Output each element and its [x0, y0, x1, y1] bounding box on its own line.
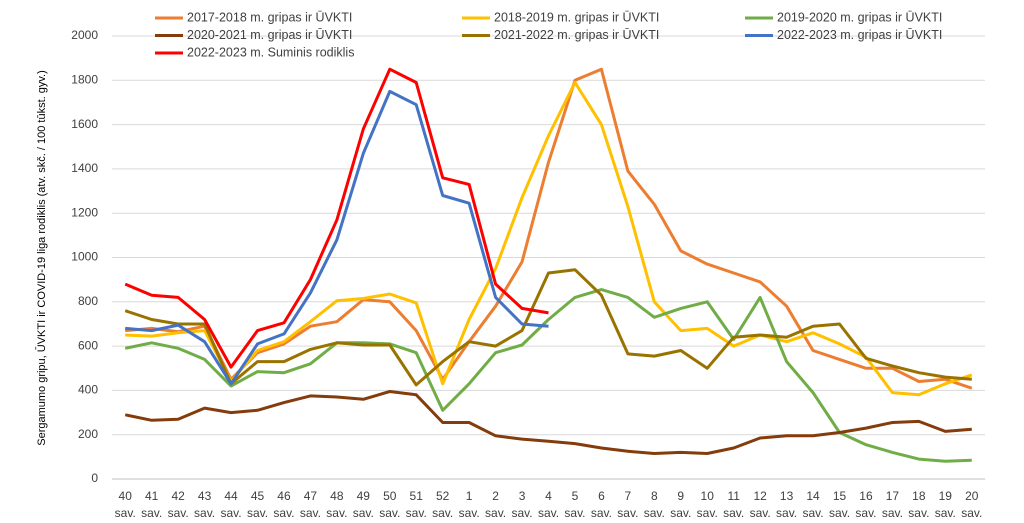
x-tick-label: 51 [410, 489, 424, 503]
x-tick-label: 2 [492, 489, 499, 503]
series-line [125, 67, 973, 390]
legend-label: 2017-2018 m. gripas ir ŪVKTI [187, 10, 352, 24]
legend-label: 2018-2019 m. gripas ir ŪVKTI [494, 10, 659, 24]
x-tick-label: sav. [750, 506, 771, 520]
x-tick-label: 49 [357, 489, 371, 503]
x-tick-label: 44 [224, 489, 238, 503]
x-tick-label: 52 [436, 489, 450, 503]
x-tick-label: sav. [168, 506, 189, 520]
x-tick-label: 16 [859, 489, 873, 503]
y-tick-label: 1200 [71, 205, 98, 219]
x-tick-label: 4 [545, 489, 552, 503]
x-tick-label: sav. [697, 506, 718, 520]
x-tick-label: sav. [723, 506, 744, 520]
series-line [125, 81, 973, 397]
legend-label: 2020-2021 m. gripas ir ŪVKTI [187, 28, 352, 42]
x-tick-label: 6 [598, 489, 605, 503]
x-tick-label: 47 [304, 489, 318, 503]
x-tick-label: sav. [326, 506, 347, 520]
x-tick-label: 7 [625, 489, 632, 503]
x-tick-label: sav. [194, 506, 215, 520]
legend-label: 2019-2020 m. gripas ir ŪVKTI [777, 10, 942, 24]
x-tick-label: sav. [882, 506, 903, 520]
y-tick-label: 0 [91, 471, 98, 485]
x-tick-label: 1 [466, 489, 473, 503]
y-tick-label: 600 [78, 338, 98, 352]
x-tick-label: 17 [886, 489, 900, 503]
series-line [124, 67, 549, 369]
x-tick-label: sav. [115, 506, 136, 520]
x-tick-label: 3 [519, 489, 526, 503]
x-tick-label: sav. [802, 506, 823, 520]
y-tick-label: 1600 [71, 117, 98, 131]
x-tick-label: sav. [220, 506, 241, 520]
x-tick-label: 9 [677, 489, 684, 503]
x-tick-label: 19 [939, 489, 953, 503]
x-tick-label: 20 [965, 489, 979, 503]
series-line [124, 288, 972, 463]
x-tick-label: sav. [406, 506, 427, 520]
x-tick-label: 5 [572, 489, 579, 503]
legend-label: 2022-2023 m. gripas ir ŪVKTI [777, 28, 942, 42]
x-tick-label: sav. [855, 506, 876, 520]
y-tick-label: 800 [78, 294, 98, 308]
x-tick-label: 41 [145, 489, 159, 503]
x-tick-label: sav. [379, 506, 400, 520]
x-tick-label: sav. [247, 506, 268, 520]
legend-label: 2022-2023 m. Suminis rodiklis [187, 45, 354, 59]
x-tick-label: sav. [432, 506, 453, 520]
x-tick-label: sav. [908, 506, 929, 520]
y-tick-label: 400 [78, 383, 98, 397]
x-tick-label: 13 [780, 489, 794, 503]
legend-label: 2021-2022 m. gripas ir ŪVKTI [494, 28, 659, 42]
x-tick-label: sav. [141, 506, 162, 520]
x-tick-label: 46 [277, 489, 291, 503]
y-tick-label: 1800 [71, 72, 98, 86]
y-axis-label: Sergamumo gripu, ŪVKTI ir COVID-19 liga … [36, 70, 48, 446]
x-tick-label: sav. [935, 506, 956, 520]
x-tick-label: 50 [383, 489, 397, 503]
x-tick-label: sav. [644, 506, 665, 520]
x-tick-label: 45 [251, 489, 265, 503]
series-line [124, 268, 972, 387]
x-tick-label: 18 [912, 489, 926, 503]
x-tick-label: sav. [353, 506, 374, 520]
x-tick-label: sav. [538, 506, 559, 520]
x-tick-label: 8 [651, 489, 658, 503]
x-tick-label: 40 [119, 489, 133, 503]
legend: 2017-2018 m. gripas ir ŪVKTI 2018-2019 m.… [155, 10, 942, 59]
x-tick-label: sav. [670, 506, 691, 520]
y-tick-label: 1400 [71, 161, 98, 175]
x-tick-label: 15 [833, 489, 847, 503]
x-tick-label: 14 [806, 489, 820, 503]
series-line [124, 390, 972, 455]
y-tick-label: 2000 [71, 28, 98, 42]
x-tick-label: sav. [564, 506, 585, 520]
x-tick-label: sav. [459, 506, 480, 520]
x-tick-label: sav. [485, 506, 506, 520]
x-tick-label: sav. [273, 506, 294, 520]
x-tick-label: sav. [829, 506, 850, 520]
x-tick-label: 48 [330, 489, 344, 503]
x-tick-label: 42 [171, 489, 185, 503]
y-tick-label: 1000 [71, 250, 98, 264]
x-tick-label: sav. [617, 506, 638, 520]
x-tick-label: sav. [591, 506, 612, 520]
y-tick-label: 200 [78, 427, 98, 441]
x-tick-label: sav. [961, 506, 982, 520]
x-tick-label: sav. [776, 506, 797, 520]
x-tick-label: 10 [701, 489, 715, 503]
x-tick-label: sav. [300, 506, 321, 520]
x-tick-label: sav. [511, 506, 532, 520]
series-line [125, 89, 549, 386]
x-tick-label: 11 [727, 489, 740, 503]
x-tick-label: 12 [753, 489, 767, 503]
x-tick-label: 43 [198, 489, 212, 503]
